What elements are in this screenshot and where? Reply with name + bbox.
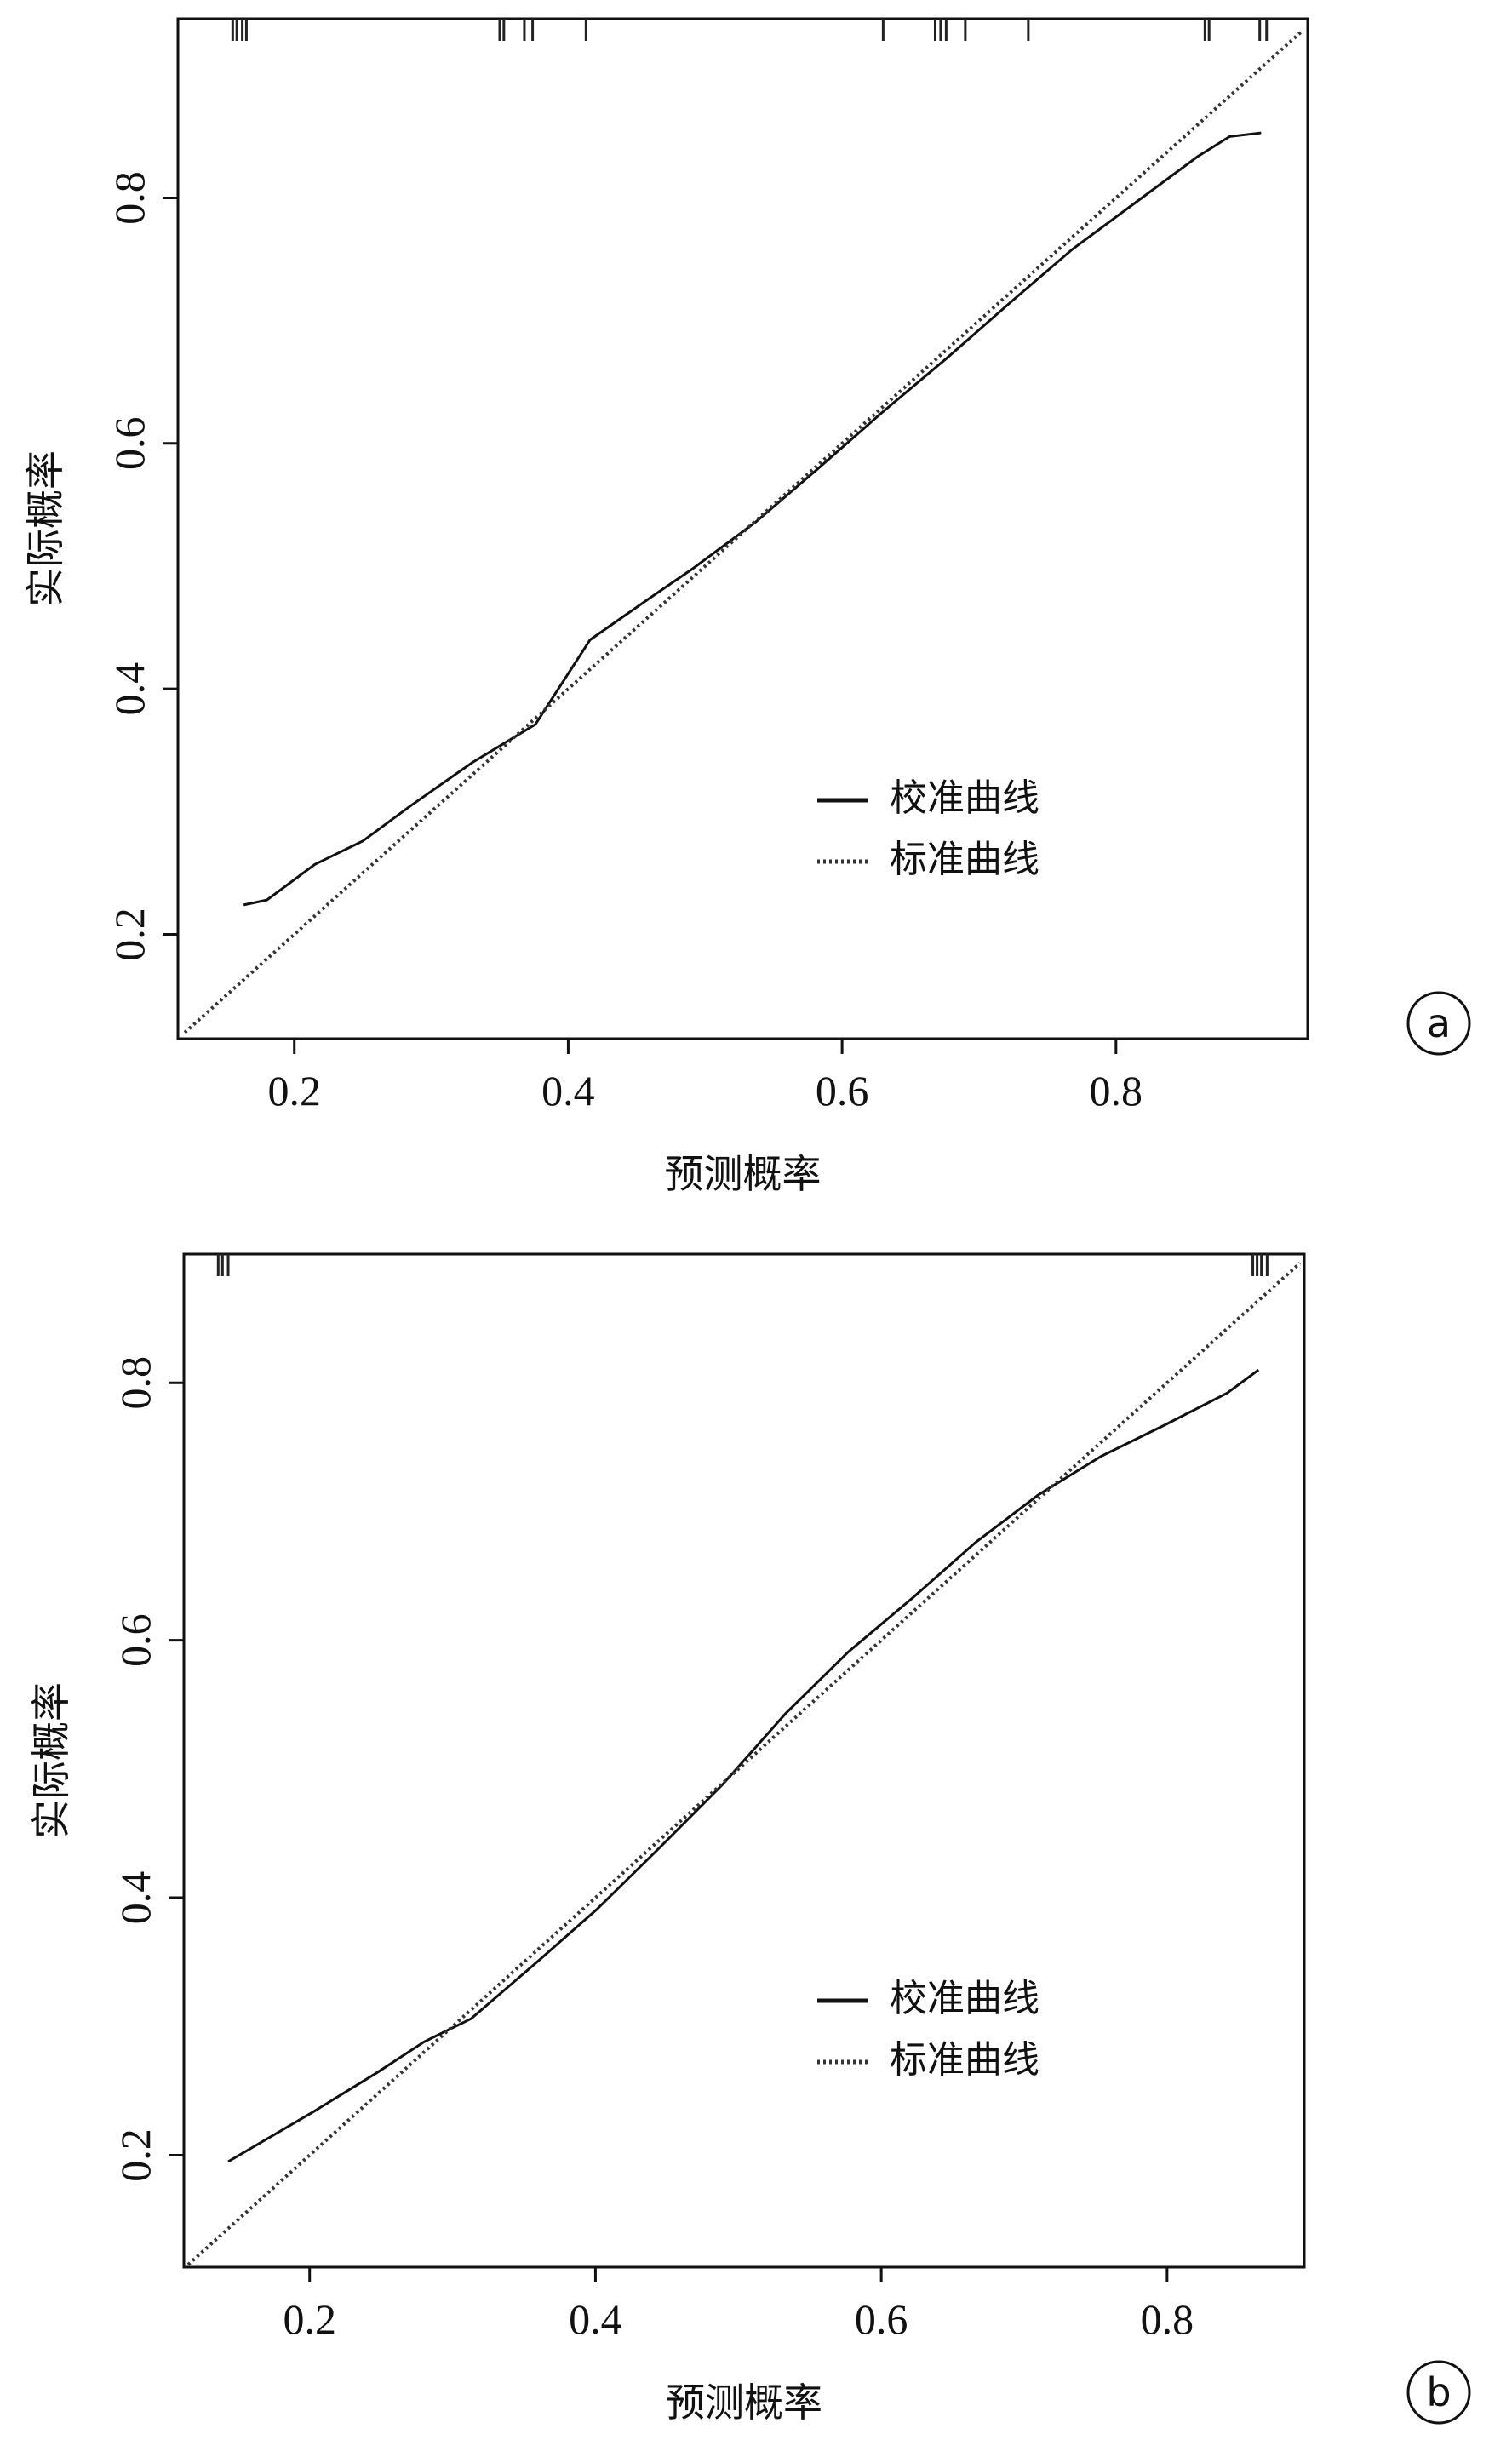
series-line — [227, 1368, 1260, 2163]
x-tick-label: 0.4 — [569, 2295, 622, 2343]
x-tick-label: 0.2 — [283, 2295, 336, 2343]
y-tick-label: 0.4 — [112, 1871, 159, 1925]
y-tick-label: 0.2 — [106, 908, 153, 961]
y-tick-label: 0.8 — [112, 1356, 159, 1410]
series-line — [243, 131, 1262, 907]
x-axis-label: 预测概率 — [666, 2380, 822, 2426]
x-tick-label: 0.8 — [1141, 2295, 1194, 2343]
panel-badge — [1406, 2360, 1471, 2425]
legend-label: 标准曲线 — [890, 2038, 1040, 2082]
x-tick-label: 0.6 — [855, 2295, 908, 2343]
y-tick-label: 0.6 — [106, 417, 153, 471]
plot-frame — [182, 1252, 1306, 2269]
legend-label: 校准曲线 — [890, 1977, 1040, 2020]
panel-label: a — [1427, 1000, 1451, 1046]
x-axis-label: 预测概率 — [665, 1151, 822, 1197]
legend-label: 标准曲线 — [890, 838, 1040, 881]
panel-label: b — [1426, 2369, 1451, 2415]
y-axis-label: 实际概率 — [22, 450, 68, 607]
legend-label: 校准曲线 — [890, 776, 1040, 820]
x-tick-label: 0.6 — [816, 1067, 869, 1114]
series-line — [186, 1262, 1302, 2266]
plot-frame — [176, 17, 1309, 1040]
y-tick-label: 0.2 — [112, 2128, 159, 2182]
y-tick-label: 0.4 — [106, 662, 153, 716]
x-tick-label: 0.2 — [267, 1067, 321, 1114]
panel-badge — [1406, 991, 1471, 1056]
x-tick-label: 0.8 — [1090, 1067, 1143, 1114]
y-tick-label: 0.8 — [106, 171, 153, 225]
y-axis-label: 实际概率 — [28, 1682, 74, 1839]
y-tick-label: 0.6 — [112, 1613, 159, 1667]
x-tick-label: 0.4 — [541, 1067, 595, 1114]
